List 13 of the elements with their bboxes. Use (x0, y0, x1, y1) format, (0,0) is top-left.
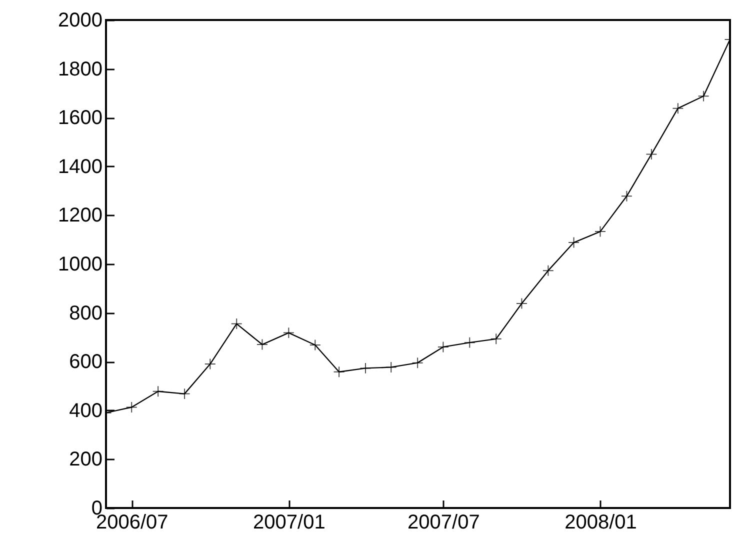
y-tick-label: 2000 (58, 10, 102, 32)
x-tick-label: 2008/01 (564, 512, 637, 534)
y-tick-label: 200 (69, 448, 102, 471)
y-tick-label: 400 (69, 400, 102, 422)
y-tick-label: 1400 (58, 156, 102, 178)
x-tick-label: 2007/01 (253, 512, 326, 534)
y-tick-label: 800 (69, 302, 102, 324)
y-tick-label: 1200 (58, 204, 102, 227)
y-tick-label: 600 (69, 351, 102, 374)
x-tick-label: 2007/07 (408, 512, 480, 534)
y-tick-label: 1600 (58, 107, 102, 130)
y-tick-label: 1800 (58, 58, 102, 80)
y-tick-label: 1000 (58, 254, 102, 276)
